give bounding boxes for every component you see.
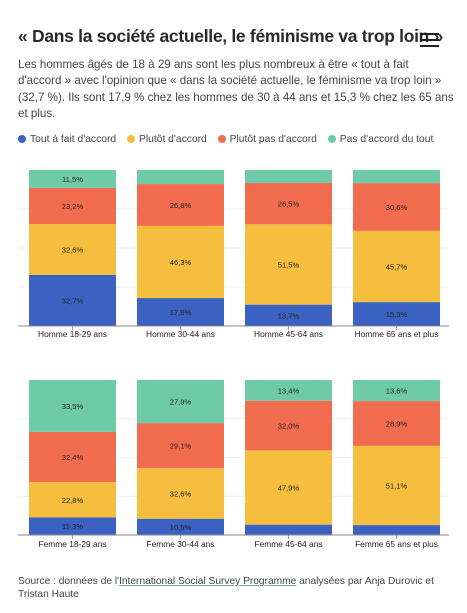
source-link[interactable]: International Social Survey Programme	[119, 576, 297, 587]
legend-label: Plutôt pas d'accord	[229, 134, 317, 145]
x-tick-label: Homme 45-64 ans	[254, 329, 323, 339]
bar-segment	[137, 298, 224, 326]
bar-segment	[353, 302, 440, 326]
data-label: 28,9%	[386, 419, 408, 428]
bar-segment	[245, 450, 332, 525]
bar-segment	[353, 183, 440, 231]
bar-segment	[137, 423, 224, 469]
bar-segment	[137, 170, 224, 185]
data-label: 23,2%	[62, 202, 84, 211]
data-label: 33,5%	[62, 402, 84, 411]
legend-label: Tout à fait d'accord	[30, 134, 117, 145]
bar-segment	[353, 525, 440, 535]
x-tick-label: Femme 65 ans et plus	[355, 539, 438, 549]
bar-segment	[353, 170, 440, 184]
bar-segment	[353, 445, 440, 526]
bar-segment	[29, 482, 116, 518]
bar-segment	[245, 304, 332, 326]
bar-segment	[29, 517, 116, 535]
legend-dot-icon	[327, 134, 336, 143]
x-tick-label: Homme 65 ans et plus	[355, 329, 439, 339]
data-label: 32,6%	[62, 246, 84, 255]
bar-segment	[29, 187, 116, 225]
data-label: 51,5%	[278, 260, 300, 269]
data-label: 26,5%	[278, 200, 300, 209]
legend-dot-icon	[18, 134, 26, 143]
hamburger-menu-icon[interactable]	[420, 33, 439, 48]
bar-segment	[137, 225, 224, 299]
bar-segment	[245, 400, 332, 451]
bar-segment	[245, 524, 332, 535]
legend-item-plutot-accord: Plutôt d'accord	[126, 134, 207, 145]
data-label: 47,9%	[278, 483, 300, 492]
data-label: 51,1%	[386, 481, 408, 490]
source-prefix: Source : données de l'	[18, 576, 120, 587]
legend-item-plutot-pas: Plutôt pas d'accord	[217, 134, 317, 145]
bar-segment	[353, 230, 440, 303]
bar-segment	[245, 170, 332, 183]
legend-dot-icon	[217, 134, 226, 143]
data-label: 32,6%	[170, 489, 192, 498]
x-tick-label: Femme 18-29 ans	[39, 539, 107, 549]
x-tick-label: Femme 45-64 ans	[255, 539, 323, 549]
legend-item-tout-a-fait: Tout à fait d'accord	[18, 134, 116, 145]
x-tick-label: Homme 18-29 ans	[38, 329, 107, 339]
data-label: 13,6%	[386, 387, 408, 396]
data-label: 13,4%	[278, 386, 300, 395]
bar-segment	[137, 184, 224, 226]
x-tick-label: Femme 30-44 ans	[147, 539, 215, 549]
data-label: 45,7%	[386, 262, 408, 271]
data-label: 11,5%	[62, 175, 83, 184]
legend-label: Plutôt d'accord	[138, 134, 207, 145]
bar-segment	[137, 468, 224, 519]
data-label: 11,3%	[62, 522, 83, 531]
data-label: 30,6%	[386, 203, 408, 212]
data-label: 17,9%	[170, 308, 192, 317]
bar-segment	[353, 401, 440, 446]
bar-segment	[29, 380, 116, 432]
legend-label: Pas d'accord du tout	[339, 134, 434, 145]
data-label: 32,0%	[278, 422, 300, 431]
bar-segment	[245, 380, 332, 401]
bar-segment	[29, 274, 116, 326]
data-label: 10,5%	[170, 523, 192, 532]
bar-segment	[137, 379, 224, 424]
bar-segment	[29, 170, 116, 188]
bar-segment	[29, 224, 116, 275]
data-label: 13,7%	[278, 311, 300, 320]
intro-paragraph: Les hommes âgés de 18 à 29 ans sont les …	[18, 58, 454, 120]
legend-dot-icon	[126, 134, 135, 143]
data-label: 27,9%	[170, 397, 192, 406]
x-tick-label: Homme 30-44 ans	[146, 329, 215, 339]
source-suffix: analysées par Anja Durovic et Tristan Ha…	[18, 576, 434, 600]
bar-segment	[137, 518, 224, 535]
legend-item-pas-du-tout: Pas d'accord du tout	[327, 134, 434, 145]
data-label: 32,4%	[62, 453, 84, 462]
data-label: 15,3%	[386, 310, 408, 319]
data-label: 46,3%	[170, 258, 192, 267]
bar-segment	[245, 224, 332, 305]
bar-segment	[245, 182, 332, 225]
data-label: 26,8%	[170, 201, 192, 210]
source-note: Source : données de l'International Soci…	[18, 575, 448, 601]
page-title: « Dans la société actuelle, le féminisme…	[18, 26, 444, 46]
data-label: 29,1%	[170, 442, 192, 451]
bar-segment	[29, 431, 116, 483]
data-label: 32,7%	[62, 296, 84, 305]
chart-legend: Tout à fait d'accord Plutôt d'accord Plu…	[18, 134, 441, 148]
bar-segment	[353, 380, 440, 402]
data-label: 22,8%	[62, 496, 84, 505]
